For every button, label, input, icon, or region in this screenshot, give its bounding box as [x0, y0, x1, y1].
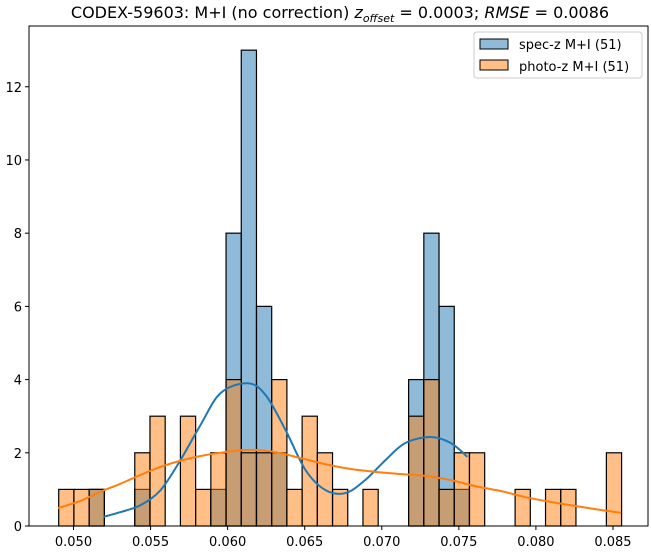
x-tick-label: 0.065: [286, 535, 323, 550]
bar-photo-z: [544, 488, 562, 527]
legend-label-spec-z: spec-z M+I (51): [519, 38, 622, 53]
y-tick-label: 2: [14, 447, 22, 462]
bar-photo-z: [179, 415, 197, 527]
title-eq2: = 0.0086: [530, 3, 610, 22]
x-tick-label: 0.060: [209, 535, 246, 550]
x-axis-ticks: 0.050 0.055 0.060 0.065 0.070 0.075 0.080 0.085: [55, 526, 632, 550]
bar-photo-z: [423, 378, 440, 527]
y-tick-label: 4: [14, 374, 22, 389]
y-tick-label: 8: [14, 227, 22, 242]
title-prefix: CODEX-59603: M+I (no correction): [71, 3, 355, 22]
bar-photo-z: [438, 488, 455, 527]
x-tick-label: 0.085: [594, 535, 631, 550]
bar-photo-z: [210, 452, 227, 527]
y-tick-label: 10: [5, 154, 22, 169]
bar-photo-z: [468, 452, 486, 527]
title-z-sub: offset: [363, 12, 395, 25]
bars-group: [58, 49, 623, 527]
bar-photo-z: [73, 488, 90, 527]
x-tick-label: 0.050: [55, 535, 92, 550]
bar-photo-z: [240, 452, 258, 527]
bar-photo-z: [605, 452, 623, 527]
legend-swatch-spec-z: [479, 38, 509, 50]
kde-group: [57, 382, 622, 518]
bar-photo-z: [362, 488, 379, 527]
bar-photo-z: [195, 488, 212, 527]
x-tick-label: 0.070: [363, 535, 400, 550]
axes-frame: [28, 25, 649, 527]
kde-line-spec-z: [103, 382, 469, 518]
y-tick-label: 6: [14, 300, 22, 315]
kde-line-photo-z: [57, 448, 622, 514]
chart-title: CODEX-59603: M+I (no correction) zoffset…: [71, 3, 609, 25]
bar-photo-z: [560, 488, 577, 527]
bar-photo-z: [408, 415, 425, 527]
bar-photo-z: [225, 378, 242, 527]
bar-photo-z: [134, 452, 151, 527]
x-tick-label: 0.075: [440, 535, 477, 550]
bar-photo-z: [301, 415, 318, 527]
title-eq1: = 0.0003;: [394, 3, 484, 22]
bar-photo-z: [286, 488, 303, 527]
legend: spec-z M+I (51) photo-z M+I (51): [473, 31, 643, 79]
title-z: z: [353, 3, 363, 22]
title-rmse: RMSE: [484, 3, 530, 22]
y-axis-ticks: 0 2 4 6 8 10 12: [5, 81, 29, 535]
bar-photo-z: [453, 452, 471, 527]
y-tick-label: 0: [14, 520, 22, 535]
legend-box: [473, 31, 643, 79]
legend-label-photo-z: photo-z M+I (51): [519, 60, 629, 75]
bar-photo-z: [255, 452, 273, 527]
legend-swatch-photo-z: [479, 59, 509, 71]
x-tick-label: 0.055: [132, 535, 169, 550]
y-tick-label: 12: [5, 81, 22, 96]
x-tick-label: 0.080: [517, 535, 554, 550]
